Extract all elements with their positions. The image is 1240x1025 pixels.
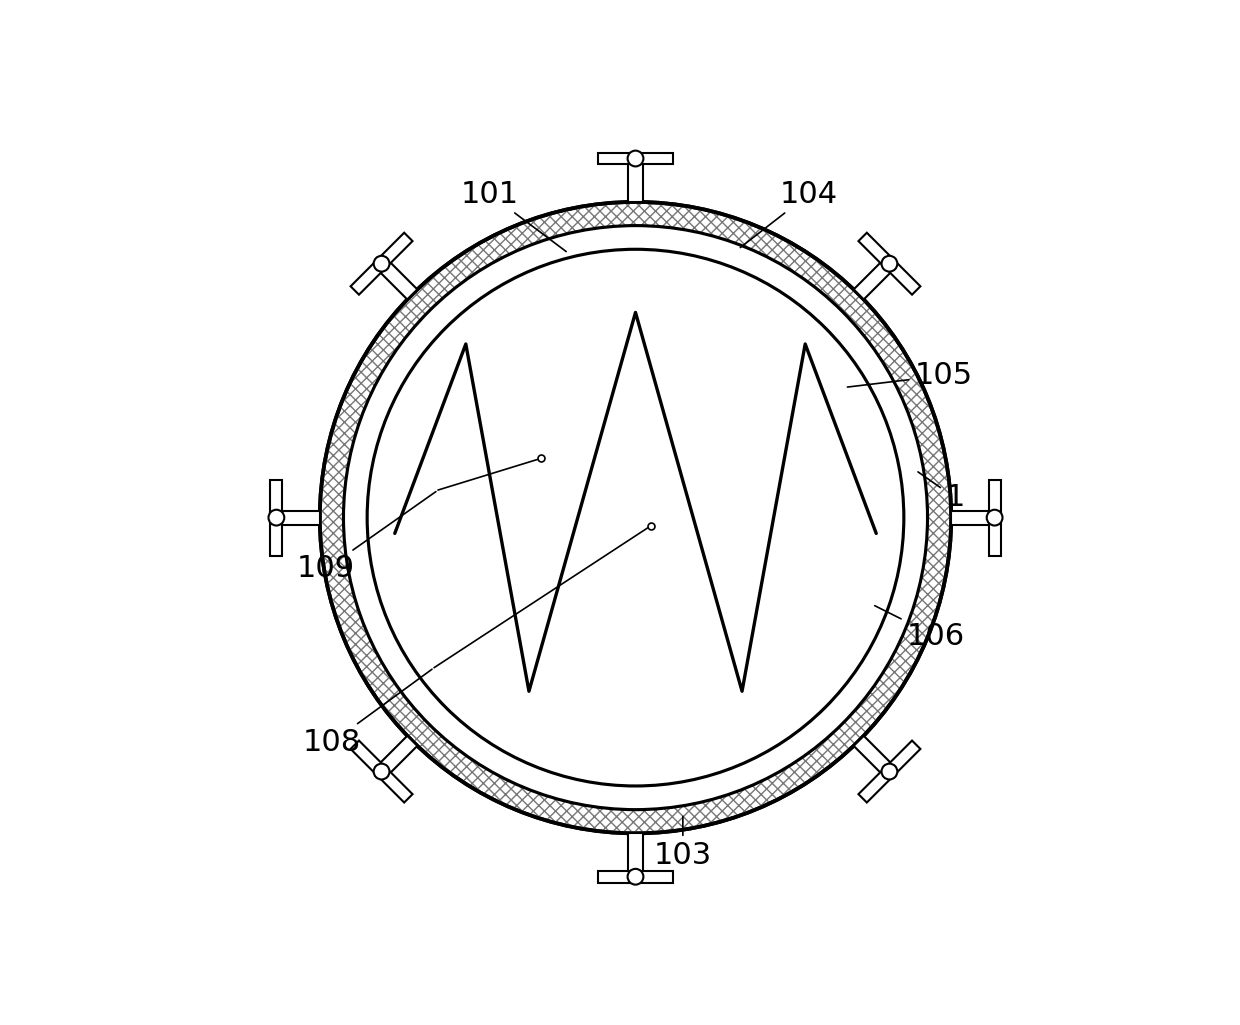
Polygon shape bbox=[351, 741, 413, 803]
Text: 108: 108 bbox=[303, 669, 432, 757]
Polygon shape bbox=[853, 258, 894, 299]
Circle shape bbox=[367, 249, 904, 786]
Circle shape bbox=[882, 256, 898, 272]
Text: 101: 101 bbox=[460, 179, 567, 251]
Polygon shape bbox=[377, 736, 418, 777]
Circle shape bbox=[320, 202, 951, 833]
Circle shape bbox=[373, 764, 389, 779]
Circle shape bbox=[627, 869, 644, 885]
Text: 103: 103 bbox=[653, 816, 712, 870]
Polygon shape bbox=[270, 480, 283, 556]
Polygon shape bbox=[629, 159, 642, 202]
Text: 109: 109 bbox=[298, 492, 436, 583]
Circle shape bbox=[627, 151, 644, 166]
Polygon shape bbox=[351, 233, 413, 294]
Text: 104: 104 bbox=[740, 179, 838, 248]
Polygon shape bbox=[858, 233, 920, 294]
Text: 1: 1 bbox=[918, 472, 965, 512]
Polygon shape bbox=[629, 833, 642, 876]
Polygon shape bbox=[377, 258, 418, 299]
Polygon shape bbox=[598, 871, 673, 883]
Polygon shape bbox=[951, 510, 994, 525]
Polygon shape bbox=[988, 480, 1001, 556]
Polygon shape bbox=[853, 736, 894, 777]
Text: 105: 105 bbox=[847, 361, 972, 391]
Circle shape bbox=[987, 509, 1002, 526]
Text: 106: 106 bbox=[874, 606, 965, 651]
Polygon shape bbox=[277, 510, 320, 525]
Circle shape bbox=[373, 256, 389, 272]
Circle shape bbox=[269, 509, 284, 526]
Circle shape bbox=[882, 764, 898, 779]
Polygon shape bbox=[858, 741, 920, 803]
Polygon shape bbox=[598, 153, 673, 164]
